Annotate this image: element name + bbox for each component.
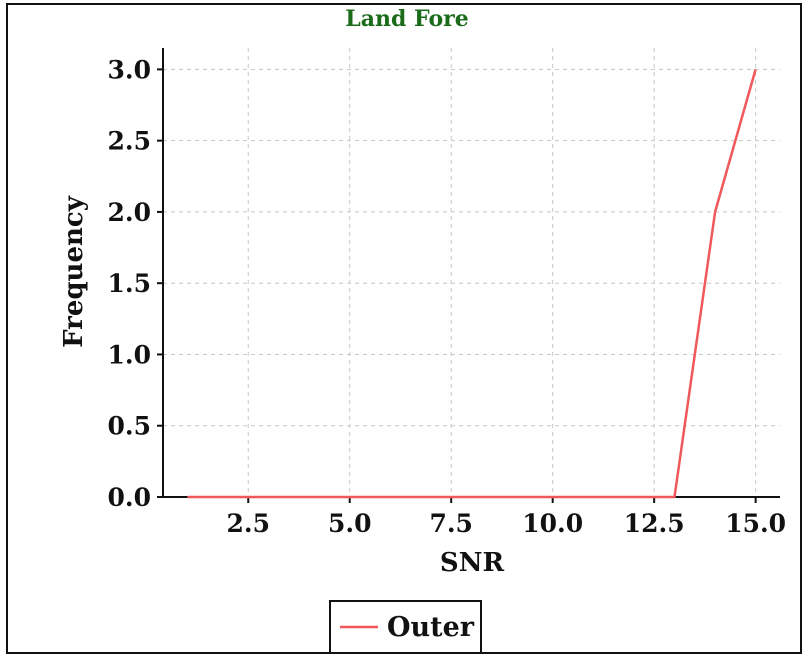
x-tick-label: 5.0 xyxy=(328,509,372,538)
x-tick-label: 7.5 xyxy=(429,509,473,538)
y-tick-label: 0.5 xyxy=(108,412,152,441)
x-tick-label: 12.5 xyxy=(624,509,685,538)
legend: Outer xyxy=(329,600,482,654)
y-tick-label: 1.0 xyxy=(108,340,152,369)
x-axis-ticks: 2.5 5.0 7.5 10.0 12.5 15.0 xyxy=(226,497,786,538)
legend-label-outer: Outer xyxy=(387,612,475,643)
y-axis-label: Frequency xyxy=(59,195,89,348)
y-tick-label: 1.5 xyxy=(108,269,152,298)
y-axis-ticks: 0.0 0.5 1.0 1.5 2.0 2.5 3.0 xyxy=(108,55,163,512)
series-layer xyxy=(187,69,757,499)
grid-lines xyxy=(163,48,780,498)
x-tick-label: 15.0 xyxy=(725,509,786,538)
y-tick-label: 3.0 xyxy=(108,55,152,84)
y-tick-label: 0.0 xyxy=(108,483,152,512)
chart-frame xyxy=(6,3,802,654)
x-tick-label: 10.0 xyxy=(522,509,583,538)
chart-title: Land Fore xyxy=(345,6,468,32)
x-axis-label: SNR xyxy=(440,548,505,578)
y-tick-label: 2.5 xyxy=(108,127,152,156)
series-line-outer xyxy=(187,69,757,499)
y-tick-label: 2.0 xyxy=(108,198,152,227)
x-tick-label: 2.5 xyxy=(226,509,270,538)
